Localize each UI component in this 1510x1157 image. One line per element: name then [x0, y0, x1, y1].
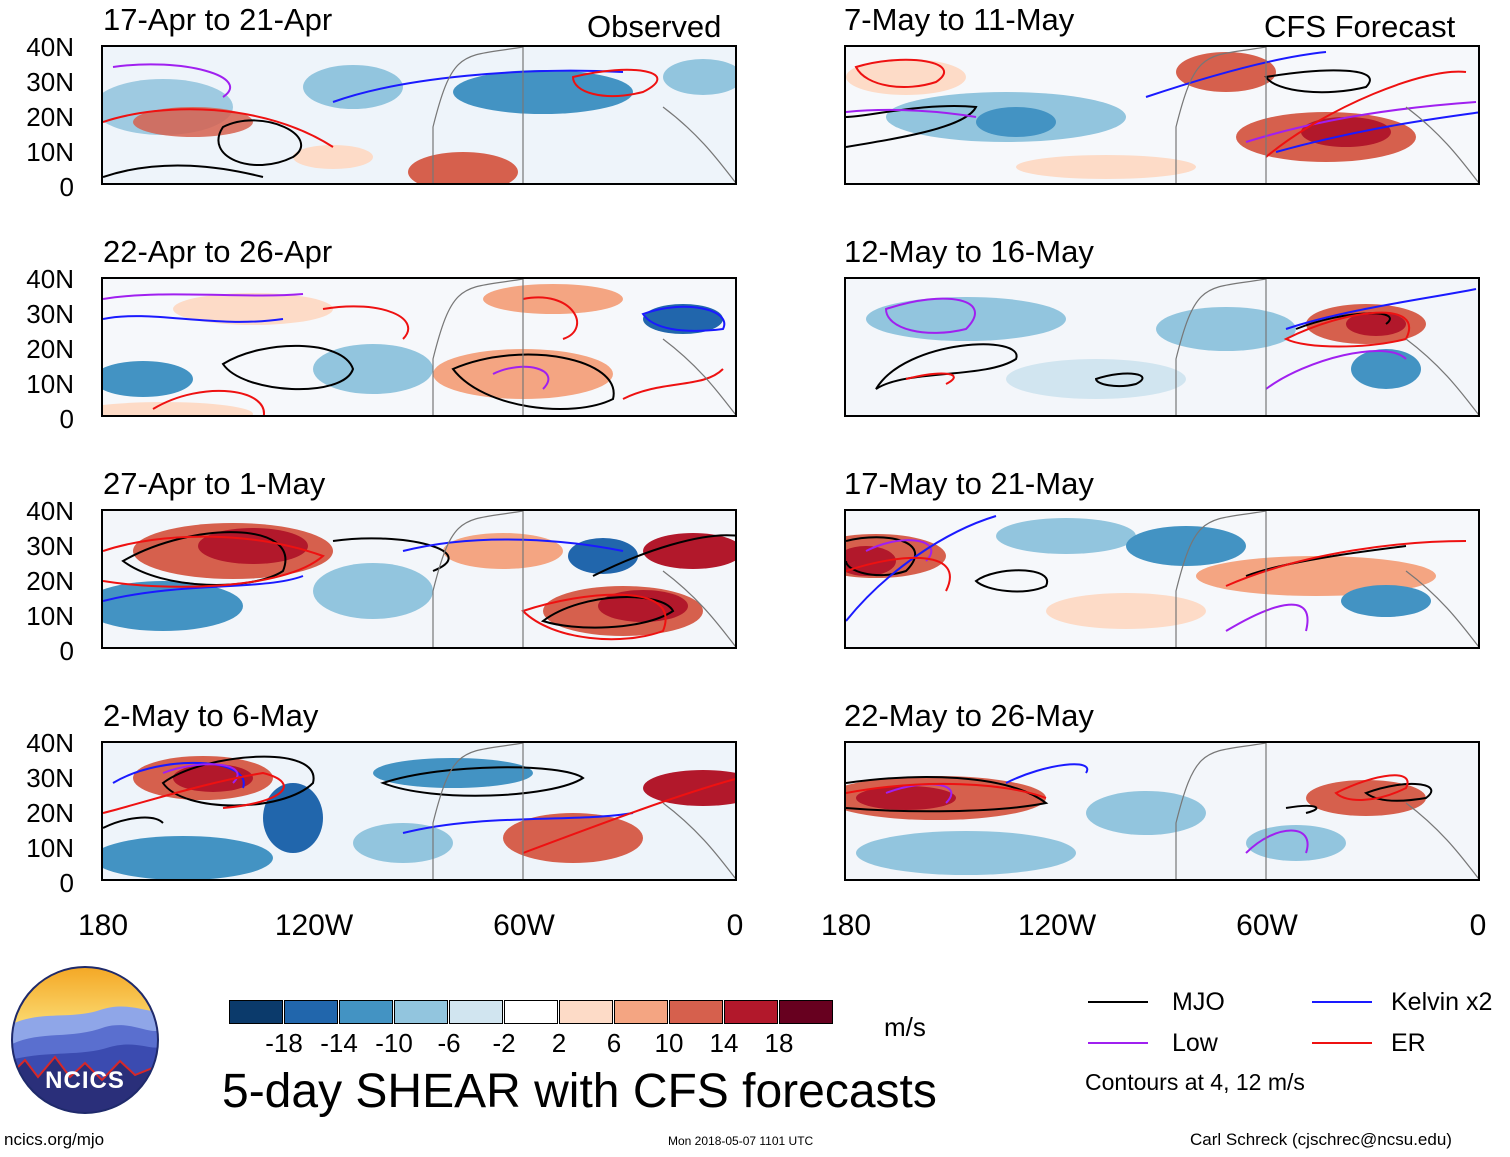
- lat-label: 0: [59, 172, 74, 202]
- lon-label-right-60w: 60W: [1236, 909, 1298, 942]
- lon-label-left-120w: 120W: [274, 909, 354, 942]
- lat-label: 40N: [26, 728, 74, 758]
- colorbar-swatch: [669, 1000, 723, 1024]
- lat-label: 30N: [26, 67, 74, 97]
- legend-line-er: [1312, 1042, 1372, 1044]
- panel-title-obs-2: 22-Apr to 26-Apr: [103, 234, 333, 269]
- lat-label: 0: [59, 636, 74, 666]
- panel-title-obs-1: 17-Apr to 21-Apr: [103, 2, 333, 37]
- panel-title-fcst-1: 7-May to 11-May: [844, 2, 1075, 37]
- lat-label: 30N: [26, 763, 74, 793]
- observed-label: Observed: [587, 9, 722, 44]
- colorbar-tick-label: -10: [375, 1028, 413, 1058]
- map-panel-obs-2: [101, 277, 737, 417]
- colorbar-swatch: [229, 1000, 283, 1024]
- colorbar-swatch: [284, 1000, 338, 1024]
- map-panel-fcst-3: [844, 509, 1480, 649]
- lat-label: 30N: [26, 531, 74, 561]
- panel-title-fcst-4: 22-May to 26-May: [844, 698, 1094, 733]
- lat-label: 10N: [26, 137, 74, 167]
- colorbar-swatch: [394, 1000, 448, 1024]
- colorbar-tick-label: 2: [551, 1028, 567, 1058]
- lat-label: 10N: [26, 833, 74, 863]
- map-panel-obs-1: [101, 45, 737, 185]
- panel-title-fcst-3: 17-May to 21-May: [844, 466, 1094, 501]
- panel-title-fcst-2: 12-May to 16-May: [844, 234, 1094, 269]
- lat-label: 10N: [26, 369, 74, 399]
- legend-label-er: ER: [1391, 1029, 1426, 1057]
- legend-line-low: [1088, 1042, 1148, 1044]
- lon-label-left-0: 0: [726, 909, 744, 942]
- legend-label-mjo: MJO: [1172, 988, 1225, 1016]
- colorbar-tick-label: 14: [709, 1028, 739, 1058]
- lon-label-left-180: 180: [77, 909, 129, 942]
- lat-label: 20N: [26, 566, 74, 596]
- legend-label-low: Low: [1172, 1029, 1218, 1057]
- lat-label: 20N: [26, 334, 74, 364]
- footer-credit: Carl Schreck (cjschrec@ncsu.edu): [1190, 1130, 1452, 1149]
- map-panel-fcst-1: [844, 45, 1480, 185]
- map-panel-obs-3: [101, 509, 737, 649]
- cfs-forecast-label: CFS Forecast: [1264, 9, 1456, 44]
- colorbar-tick-label: 18: [764, 1028, 794, 1058]
- logo-text: NCICS: [45, 1067, 125, 1094]
- lon-label-right-120w: 120W: [1017, 909, 1097, 942]
- colorbar: [229, 1000, 833, 1024]
- lat-label: 0: [59, 404, 74, 434]
- lat-label: 20N: [26, 798, 74, 828]
- legend-line-mjo: [1088, 1001, 1148, 1003]
- colorbar-swatch: [449, 1000, 503, 1024]
- colorbar-tick-label: -6: [437, 1028, 461, 1058]
- lat-label: 20N: [26, 102, 74, 132]
- legend-line-kelvin: [1312, 1001, 1372, 1003]
- map-panel-fcst-4: [844, 741, 1480, 881]
- map-panel-fcst-2: [844, 277, 1480, 417]
- colorbar-tick-label: -18: [265, 1028, 303, 1058]
- colorbar-units: m/s: [884, 1012, 926, 1042]
- legend-label-kelvin: Kelvin x2: [1391, 988, 1493, 1016]
- colorbar-swatch: [559, 1000, 613, 1024]
- lon-label-right-180: 180: [820, 909, 872, 942]
- colorbar-tick-label: 10: [654, 1028, 684, 1058]
- colorbar-swatch: [724, 1000, 778, 1024]
- lat-label: 40N: [26, 32, 74, 62]
- panel-title-obs-3: 27-Apr to 1-May: [103, 466, 326, 501]
- lon-label-right-0: 0: [1469, 909, 1487, 942]
- ncics-logo: NCICS: [10, 965, 160, 1115]
- legend-contour-note: Contours at 4, 12 m/s: [1085, 1069, 1305, 1095]
- lat-label: 40N: [26, 496, 74, 526]
- colorbar-tick-label: 6: [606, 1028, 622, 1058]
- lat-label: 30N: [26, 299, 74, 329]
- colorbar-swatch: [779, 1000, 833, 1024]
- lat-label: 10N: [26, 601, 74, 631]
- footer-timestamp: Mon 2018-05-07 1101 UTC: [668, 1134, 814, 1148]
- colorbar-tick-label: -14: [320, 1028, 358, 1058]
- lat-label: 0: [59, 868, 74, 898]
- colorbar-tick-label: -2: [492, 1028, 516, 1058]
- colorbar-swatch: [614, 1000, 668, 1024]
- panel-title-obs-4: 2-May to 6-May: [103, 698, 319, 733]
- lon-label-left-60w: 60W: [493, 909, 555, 942]
- chart-main-title: 5-day SHEAR with CFS forecasts: [222, 1065, 937, 1118]
- map-panel-obs-4: [101, 741, 737, 881]
- colorbar-swatch: [339, 1000, 393, 1024]
- colorbar-swatch: [504, 1000, 558, 1024]
- lat-label: 40N: [26, 264, 74, 294]
- footer-url[interactable]: ncics.org/mjo: [4, 1130, 105, 1149]
